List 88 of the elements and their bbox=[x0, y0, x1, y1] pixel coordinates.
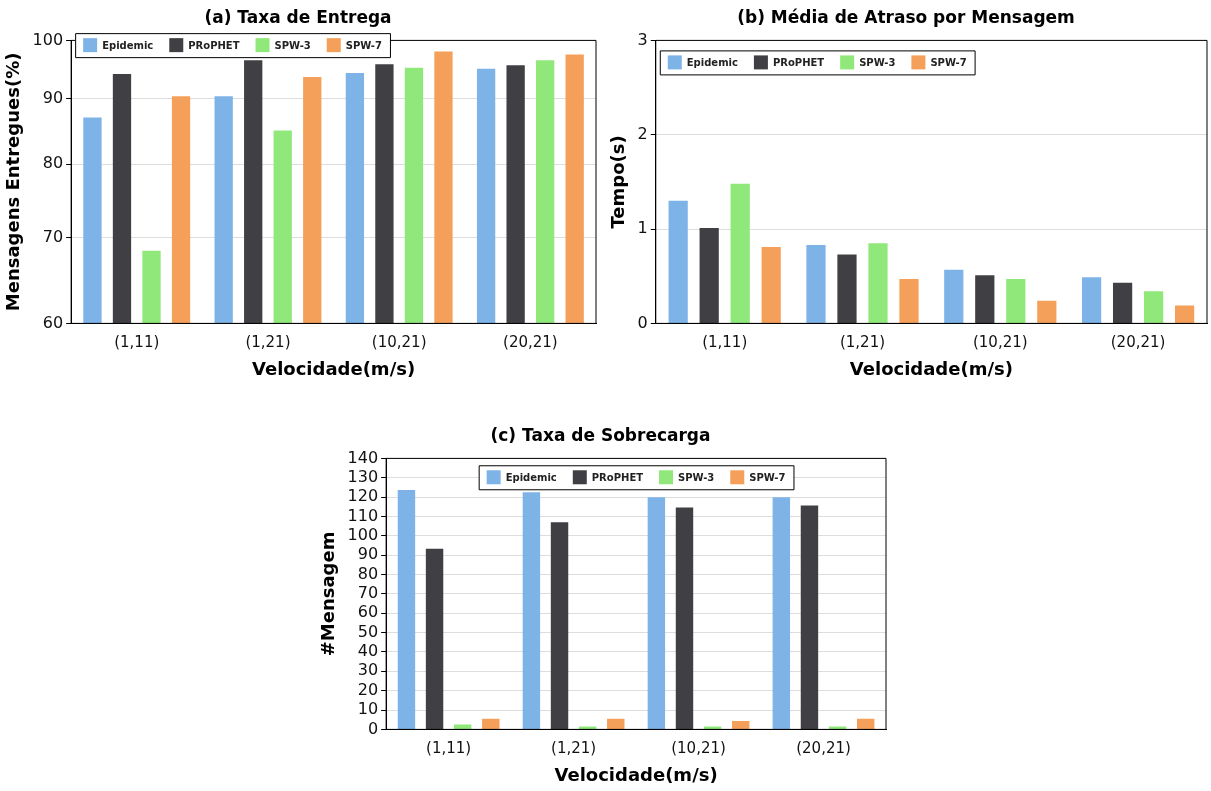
y-tick-label: 50 bbox=[357, 621, 379, 641]
bar bbox=[607, 718, 625, 729]
legend-label: SPW-3 bbox=[859, 56, 896, 68]
bar bbox=[730, 183, 750, 323]
x-axis-title: Velocidade(m/s) bbox=[251, 357, 416, 379]
bar bbox=[550, 522, 569, 729]
y-tick-label: 1 bbox=[637, 218, 648, 238]
y-tick-label: 2 bbox=[637, 123, 648, 143]
legend-label: SPW-3 bbox=[678, 471, 715, 483]
y-tick-label: 0 bbox=[637, 312, 648, 332]
y-tick-label: 80 bbox=[42, 153, 64, 173]
bar bbox=[397, 489, 416, 729]
bar bbox=[1006, 279, 1026, 323]
y-tick-label: 130 bbox=[347, 466, 379, 486]
legend-label: PRoPHET bbox=[591, 471, 644, 483]
y-tick-label: 120 bbox=[347, 486, 379, 506]
x-tick-label: (20,21) bbox=[503, 333, 558, 352]
bar bbox=[761, 246, 781, 323]
x-tick-label: (10,21) bbox=[972, 333, 1028, 352]
bar bbox=[772, 497, 791, 729]
bar bbox=[522, 492, 541, 729]
y-tick-label: 100 bbox=[347, 524, 379, 544]
x-tick-label: (1,21) bbox=[245, 333, 291, 352]
y-tick-label: 90 bbox=[42, 87, 64, 107]
y-tick-label: 70 bbox=[42, 227, 64, 247]
bar bbox=[647, 497, 666, 729]
y-tick-label: 0 bbox=[367, 718, 379, 738]
x-axis-title: Velocidade(m/s) bbox=[849, 357, 1013, 379]
legend-label: PRoPHET bbox=[772, 56, 825, 68]
chart-title: (b) Média de Atraso por Mensagem bbox=[737, 6, 1075, 27]
x-tick-label: (1,11) bbox=[426, 739, 472, 758]
bar bbox=[482, 718, 500, 729]
legend-label: SPW-7 bbox=[930, 56, 967, 68]
bar bbox=[856, 718, 875, 729]
legend-label: SPW-7 bbox=[749, 471, 786, 483]
bar bbox=[578, 726, 597, 729]
bar bbox=[837, 254, 857, 323]
y-tick-label: 30 bbox=[357, 660, 379, 680]
bar bbox=[703, 726, 722, 729]
y-axis-title: Tempo(s) bbox=[607, 135, 629, 229]
legend-label: Epidemic bbox=[505, 471, 557, 483]
bar bbox=[1174, 305, 1195, 323]
x-tick-label: (20,21) bbox=[1110, 333, 1166, 352]
bar bbox=[868, 243, 888, 323]
bar bbox=[828, 726, 847, 729]
bar bbox=[675, 507, 694, 729]
chart-title: (a) Taxa de Entrega bbox=[204, 6, 392, 27]
y-tick-label: 110 bbox=[347, 505, 379, 525]
y-axis-title: Mensagens Entregues(%) bbox=[2, 52, 24, 312]
y-tick-label: 140 bbox=[347, 447, 379, 467]
bar bbox=[944, 269, 964, 323]
legend-label: SPW-7 bbox=[345, 39, 383, 51]
legend-label: PRoPHET bbox=[188, 39, 240, 51]
x-tick-label: (1,11) bbox=[702, 333, 748, 352]
bar bbox=[1081, 277, 1102, 323]
bar bbox=[800, 505, 819, 729]
y-tick-label: 100 bbox=[32, 29, 64, 49]
bar bbox=[899, 279, 919, 323]
y-tick-label: 20 bbox=[357, 679, 379, 699]
x-axis-title: Velocidade(m/s) bbox=[554, 763, 718, 785]
y-axis-title: #Mensagem bbox=[317, 531, 339, 657]
legend-label: SPW-3 bbox=[274, 39, 311, 51]
x-tick-label: (1,21) bbox=[839, 333, 886, 352]
legend-label: Epidemic bbox=[686, 56, 738, 68]
x-tick-label: (20,21) bbox=[796, 739, 851, 758]
bar bbox=[699, 228, 719, 323]
bar bbox=[1112, 282, 1133, 323]
y-tick-label: 60 bbox=[42, 312, 64, 332]
x-tick-label: (10,21) bbox=[371, 333, 427, 352]
bar bbox=[1037, 300, 1057, 323]
x-tick-label: (10,21) bbox=[671, 739, 726, 758]
y-tick-label: 80 bbox=[357, 563, 379, 583]
y-tick-label: 40 bbox=[357, 641, 379, 661]
chart-title: (c) Taxa de Sobrecarga bbox=[490, 424, 711, 445]
y-tick-label: 3 bbox=[637, 29, 648, 49]
bar bbox=[668, 200, 688, 323]
y-tick-label: 70 bbox=[357, 583, 379, 603]
y-tick-label: 90 bbox=[357, 544, 379, 564]
legend-label: Epidemic bbox=[102, 39, 154, 51]
bar bbox=[1143, 291, 1164, 323]
x-tick-label: (1,11) bbox=[114, 333, 160, 352]
bar bbox=[975, 275, 995, 323]
x-tick-label: (1,21) bbox=[551, 739, 597, 758]
y-tick-label: 10 bbox=[357, 699, 379, 719]
bar bbox=[425, 548, 444, 729]
bar bbox=[806, 245, 826, 323]
y-tick-label: 60 bbox=[357, 602, 379, 622]
bar bbox=[732, 720, 750, 729]
